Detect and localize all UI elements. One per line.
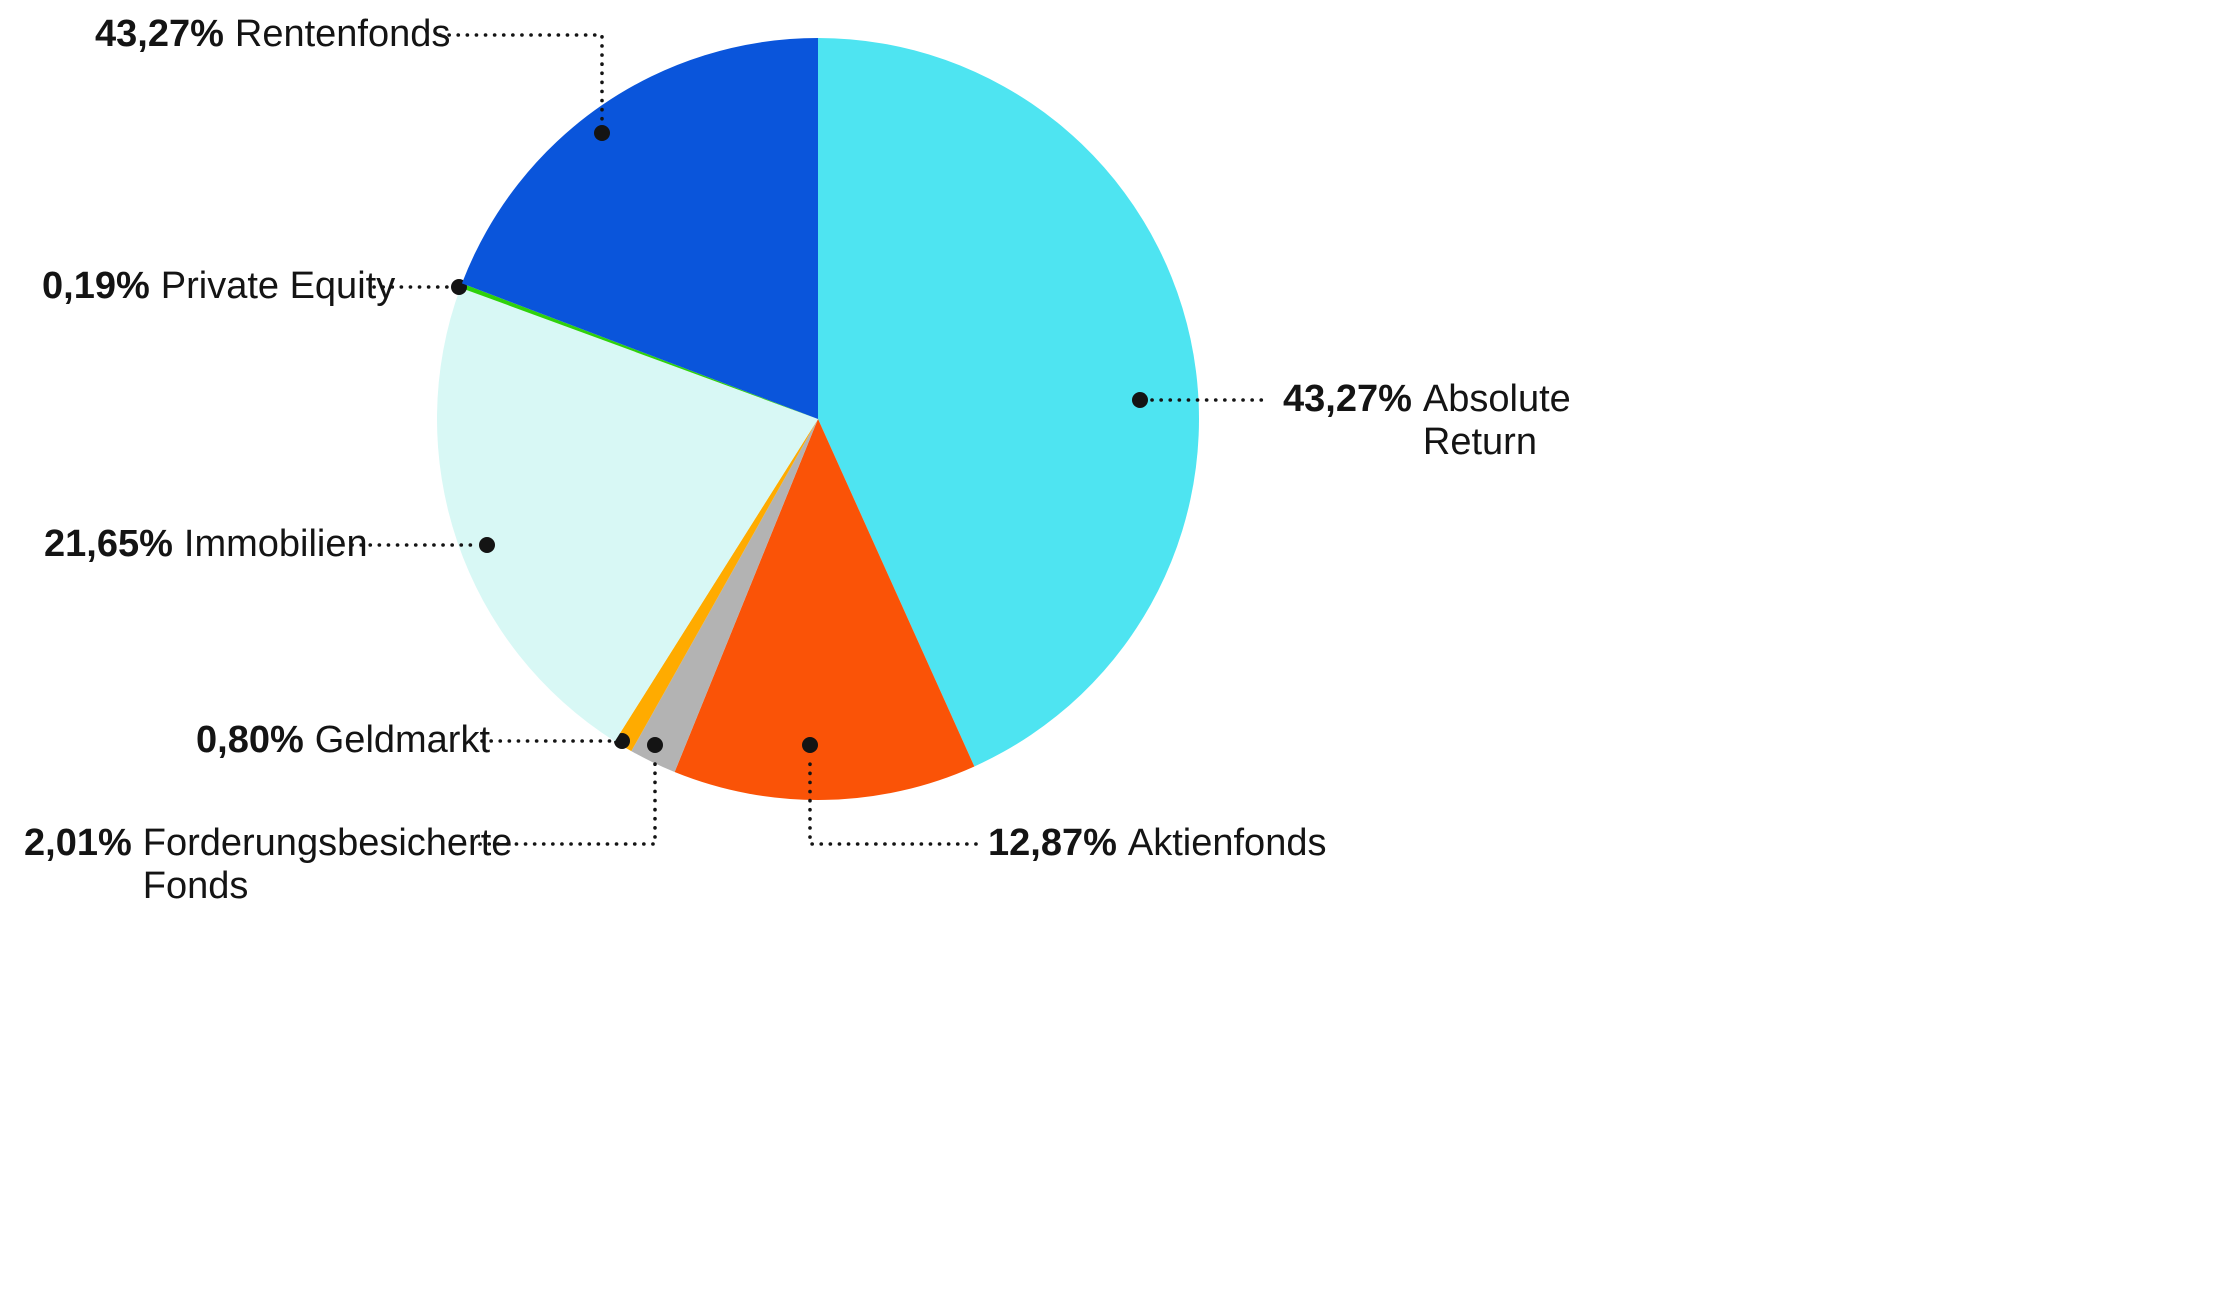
- pie-slice-forderungsbesicherte-fonds: [631, 419, 818, 772]
- slice-name-immobilien: Immobilien: [183, 523, 368, 565]
- slice-pct-absolute-return: 43,27%: [1283, 378, 1412, 420]
- slice-name-geldmarkt: Geldmarkt: [314, 719, 491, 761]
- slice-name-forderungsbesicherte-fonds: Forderungsbesicherte Fonds: [142, 822, 513, 908]
- slice-name-aktienfonds: Aktienfonds: [1127, 822, 1327, 864]
- slice-pct-aktienfonds: 12,87%: [988, 822, 1117, 864]
- pie-slice-aktienfonds: [674, 419, 975, 801]
- slice-label-geldmarkt: 0,80% Geldmarkt: [196, 719, 490, 762]
- slice-label-absolute-return: 43,27% Absolute Return: [1283, 378, 1601, 465]
- leader-line-aktienfonds: [808, 755, 978, 846]
- marker-dot-immobilien: [479, 537, 495, 553]
- pie-slice-absolute-return: [818, 38, 1199, 767]
- pie-slice-private-equity: [460, 283, 818, 419]
- pie-slice-geldmarkt: [614, 419, 818, 752]
- slice-label-forderungsbesicherte-fonds: 2,01% Forderungsbesicherte Fonds: [24, 822, 553, 909]
- slice-name-rentenfonds: Rentenfonds: [234, 13, 451, 55]
- slice-label-immobilien: 21,65% Immobilien: [44, 523, 368, 566]
- slice-pct-rentenfonds: 43,27%: [95, 13, 224, 55]
- slice-label-rentenfonds: 43,27% Rentenfonds: [95, 13, 450, 56]
- pie-slice-immobilien: [436, 287, 818, 742]
- leader-line-rentenfonds: [438, 33, 604, 123]
- marker-dot-absolute-return: [1132, 392, 1148, 408]
- slice-pct-forderungsbesicherte-fonds: 2,01%: [24, 822, 132, 864]
- pie-slice-rentenfonds: [461, 38, 818, 419]
- marker-dot-aktienfonds: [802, 737, 818, 753]
- slice-label-private-equity: 0,19% Private Equity: [42, 265, 395, 308]
- marker-dot-geldmarkt: [614, 733, 630, 749]
- marker-dot-rentenfonds: [594, 125, 610, 141]
- slice-pct-private-equity: 0,19%: [42, 265, 150, 307]
- slice-pct-geldmarkt: 0,80%: [196, 719, 304, 761]
- slice-name-absolute-return: Absolute Return: [1422, 378, 1571, 464]
- slice-pct-immobilien: 21,65%: [44, 523, 173, 565]
- slice-label-aktienfonds: 12,87% Aktienfonds: [988, 822, 1326, 865]
- marker-dot-forderungsbesicherte-fonds: [647, 737, 663, 753]
- slice-name-private-equity: Private Equity: [160, 265, 396, 307]
